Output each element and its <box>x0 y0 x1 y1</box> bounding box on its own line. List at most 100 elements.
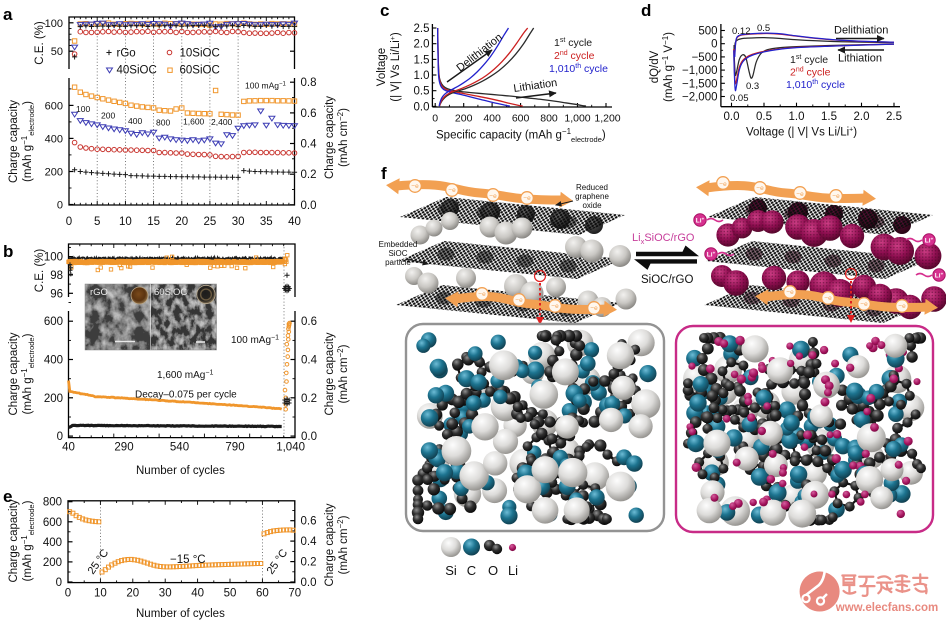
svg-text:−e: −e <box>719 181 727 188</box>
svg-text:2.0: 2.0 <box>414 39 430 51</box>
svg-text:graphene: graphene <box>575 192 609 201</box>
svg-text:e: e <box>3 487 12 506</box>
svg-text:d: d <box>641 1 651 20</box>
svg-text:2.5: 2.5 <box>414 23 430 35</box>
svg-text:35: 35 <box>260 216 273 228</box>
svg-text:C.E. (%): C.E. (%) <box>34 249 46 293</box>
svg-text:15: 15 <box>147 216 160 228</box>
svg-text:1,010th cycle: 1,010th cycle <box>786 79 845 91</box>
svg-text:Charge capacity: Charge capacity <box>324 96 336 179</box>
svg-text:1,040: 1,040 <box>276 442 305 454</box>
svg-text:0.5: 0.5 <box>756 111 772 123</box>
svg-text:−e: −e <box>824 295 832 302</box>
svg-text:100: 100 <box>45 18 63 30</box>
svg-text:Voltage (| V| Vs Li/Li+): Voltage (| V| Vs Li/Li+) <box>746 127 857 139</box>
svg-text:0.4: 0.4 <box>301 355 318 367</box>
svg-text:40: 40 <box>191 588 204 600</box>
svg-text:Lithiation: Lithiation <box>838 53 882 65</box>
svg-text:Li+: Li+ <box>935 271 944 279</box>
svg-text:0.6: 0.6 <box>301 516 317 528</box>
svg-text:400: 400 <box>44 355 63 367</box>
svg-text:790: 790 <box>225 442 244 454</box>
svg-text:−e: −e <box>478 291 486 298</box>
svg-text:0: 0 <box>56 577 62 589</box>
svg-text:290: 290 <box>114 442 133 454</box>
svg-text:20: 20 <box>175 216 188 228</box>
svg-text:400: 400 <box>45 133 63 145</box>
svg-text:Number of cycles: Number of cycles <box>136 608 225 620</box>
svg-text:60SiOC: 60SiOC <box>180 65 220 77</box>
svg-text:500: 500 <box>698 26 717 38</box>
svg-text:rGo: rGo <box>117 48 136 60</box>
svg-text:SiOC/rGO: SiOC/rGO <box>641 274 693 286</box>
svg-text:5: 5 <box>94 216 100 228</box>
svg-text:Li+: Li+ <box>707 250 716 258</box>
svg-text:400: 400 <box>43 537 62 549</box>
svg-text:−e: −e <box>448 187 456 194</box>
svg-text:O: O <box>488 563 498 578</box>
svg-text:30: 30 <box>232 216 245 228</box>
svg-text:www.elecfans.com: www.elecfans.com <box>835 602 938 614</box>
svg-text:a: a <box>3 5 13 24</box>
svg-text:Charge capacity: Charge capacity <box>8 100 20 183</box>
svg-text:200: 200 <box>44 393 63 405</box>
svg-text:40SiOC: 40SiOC <box>117 65 157 77</box>
svg-text:100: 100 <box>44 252 63 264</box>
svg-text:60: 60 <box>256 588 269 600</box>
svg-text:Li+: Li+ <box>925 236 934 244</box>
svg-text:100: 100 <box>76 104 90 114</box>
svg-text:Charge capacity: Charge capacity <box>8 332 20 415</box>
svg-text:−15 °C: −15 °C <box>170 554 206 566</box>
svg-text:Number of cycles: Number of cycles <box>136 465 225 477</box>
svg-text:0.2: 0.2 <box>301 393 317 405</box>
svg-text:60SiOC: 60SiOC <box>154 287 187 298</box>
svg-text:rGO: rGO <box>90 287 108 298</box>
svg-text:10SiOC: 10SiOC <box>180 48 220 60</box>
svg-text:C: C <box>467 563 476 578</box>
svg-text:800: 800 <box>43 497 62 509</box>
svg-text:0.3: 0.3 <box>746 81 759 92</box>
svg-text:1,600 mAg−1: 1,600 mAg−1 <box>157 370 213 382</box>
svg-text:−e: −e <box>523 195 531 202</box>
svg-text:Reduced: Reduced <box>576 183 608 192</box>
svg-text:1,600: 1,600 <box>183 117 205 127</box>
svg-text:1.0: 1.0 <box>789 111 805 123</box>
svg-text:400: 400 <box>128 116 142 126</box>
svg-text:540: 540 <box>170 442 189 454</box>
svg-text:1,010th cycle: 1,010th cycle <box>549 63 608 75</box>
svg-text:Li: Li <box>508 563 518 578</box>
svg-text:0.0: 0.0 <box>414 101 430 113</box>
svg-text:0.6: 0.6 <box>301 108 317 120</box>
svg-text:600: 600 <box>43 517 62 529</box>
svg-text:0.0: 0.0 <box>301 200 317 212</box>
svg-text:Decay–0.075 per cycle: Decay–0.075 per cycle <box>135 390 237 401</box>
svg-text:0: 0 <box>57 200 63 212</box>
svg-text:1.0: 1.0 <box>414 70 430 82</box>
svg-text:100 mAg−1: 100 mAg−1 <box>231 335 279 347</box>
svg-text:−e: −e <box>832 193 840 200</box>
svg-text:50: 50 <box>224 588 237 600</box>
svg-text:400: 400 <box>483 113 501 125</box>
svg-text:(mAh cm−2): (mAh cm−2) <box>336 344 350 403</box>
svg-text:0.6: 0.6 <box>301 316 317 328</box>
svg-text:10: 10 <box>94 588 107 600</box>
svg-text:2.5: 2.5 <box>886 111 902 123</box>
svg-text:50: 50 <box>51 46 63 58</box>
svg-text:−1,500: −1,500 <box>682 78 718 90</box>
svg-text:−e: −e <box>590 305 598 312</box>
svg-text:b: b <box>3 242 13 261</box>
svg-text:0.0: 0.0 <box>301 431 317 443</box>
svg-text:0.2: 0.2 <box>301 169 317 181</box>
svg-text:1,000: 1,000 <box>564 113 590 125</box>
svg-text:−500: −500 <box>692 52 718 64</box>
svg-text:0.5: 0.5 <box>414 86 430 98</box>
svg-text:Si: Si <box>445 563 457 578</box>
svg-text:−2,000: −2,000 <box>682 92 718 104</box>
svg-text:(mAh cm−2): (mAh cm−2) <box>336 515 350 574</box>
svg-text:−e: −e <box>551 303 559 310</box>
svg-text:c: c <box>380 1 389 20</box>
svg-text:Charge capacity: Charge capacity <box>324 503 336 586</box>
svg-text:−e: −e <box>898 303 906 310</box>
svg-text:100 mAg−1: 100 mAg−1 <box>245 81 287 91</box>
svg-text:0.0: 0.0 <box>724 111 740 123</box>
